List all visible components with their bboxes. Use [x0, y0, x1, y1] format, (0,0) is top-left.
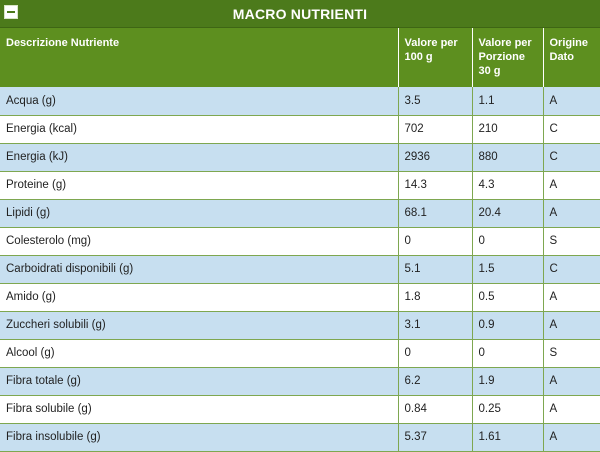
table-row: Energia (kcal) 702 210 C — [0, 115, 600, 144]
nutrient-name-cell: Colesterolo (mg) — [0, 227, 398, 256]
origin-cell: A — [542, 199, 600, 228]
table-row: Proteine (g) 14.3 4.3 A — [0, 171, 600, 200]
value-per-portion-cell: 1.5 — [471, 255, 543, 284]
value-per-100g-cell: 1.8 — [397, 283, 472, 312]
table-row: Fibra insolubile (g) 5.37 1.61 A — [0, 423, 600, 452]
value-per-portion-cell: 0 — [471, 339, 543, 368]
value-per-portion-cell: 880 — [471, 143, 543, 172]
nutrient-name-cell: Proteine (g) — [0, 171, 398, 200]
origin-cell: A — [542, 171, 600, 200]
table-row: Zuccheri solubili (g) 3.1 0.9 A — [0, 311, 600, 340]
value-per-100g-cell: 3.1 — [397, 311, 472, 340]
table-row: Amido (g) 1.8 0.5 A — [0, 283, 600, 312]
panel-header: MACRO NUTRIENTI — [0, 0, 600, 28]
origin-cell: C — [542, 115, 600, 144]
origin-cell: C — [542, 143, 600, 172]
header-origin-line1: Origine — [549, 37, 589, 49]
nutrient-name-cell: Acqua (g) — [0, 87, 398, 116]
header-per-portion-line3: 30 g — [478, 65, 501, 77]
header-origin: Origine Dato — [542, 28, 600, 87]
value-per-100g-cell: 6.2 — [397, 367, 472, 396]
collapse-toggle-icon[interactable] — [4, 5, 18, 19]
nutrient-name-cell: Energia (kJ) — [0, 143, 398, 172]
table-row: Fibra totale (g) 6.2 1.9 A — [0, 367, 600, 396]
value-per-portion-cell: 0.25 — [471, 395, 543, 424]
origin-cell: A — [542, 87, 600, 116]
header-per-100g: Valore per 100 g — [397, 28, 472, 87]
table-row: Carboidrati disponibili (g) 5.1 1.5 C — [0, 255, 600, 284]
value-per-100g-cell: 2936 — [397, 143, 472, 172]
header-per-100g-line2: 100 g — [404, 51, 433, 63]
panel-title: MACRO NUTRIENTI — [232, 6, 368, 22]
nutrient-name-cell: Energia (kcal) — [0, 115, 398, 144]
value-per-100g-cell: 5.37 — [397, 423, 472, 452]
origin-cell: S — [542, 339, 600, 368]
header-description-label: Descrizione Nutriente — [6, 37, 120, 49]
nutrient-name-cell: Lipidi (g) — [0, 199, 398, 228]
nutrient-name-cell: Fibra totale (g) — [0, 367, 398, 396]
value-per-portion-cell: 0 — [471, 227, 543, 256]
value-per-100g-cell: 14.3 — [397, 171, 472, 200]
value-per-portion-cell: 1.1 — [471, 87, 543, 116]
value-per-100g-cell: 0 — [397, 339, 472, 368]
table-row: Fibra solubile (g) 0.84 0.25 A — [0, 395, 600, 424]
origin-cell: C — [542, 255, 600, 284]
header-description: Descrizione Nutriente — [0, 28, 398, 87]
nutrient-name-cell: Zuccheri solubili (g) — [0, 311, 398, 340]
origin-cell: S — [542, 227, 600, 256]
header-per-portion-line2: Porzione — [478, 51, 525, 63]
header-per-portion: Valore per Porzione 30 g — [471, 28, 543, 87]
value-per-portion-cell: 4.3 — [471, 171, 543, 200]
origin-cell: A — [542, 283, 600, 312]
value-per-portion-cell: 210 — [471, 115, 543, 144]
value-per-portion-cell: 1.61 — [471, 423, 543, 452]
value-per-100g-cell: 68.1 — [397, 199, 472, 228]
nutrient-name-cell: Fibra insolubile (g) — [0, 423, 398, 452]
nutrient-name-cell: Carboidrati disponibili (g) — [0, 255, 398, 284]
table-row: Energia (kJ) 2936 880 C — [0, 143, 600, 172]
header-origin-line2: Dato — [549, 51, 574, 63]
header-per-100g-line1: Valore per — [404, 37, 458, 49]
origin-cell: A — [542, 311, 600, 340]
table-row: Lipidi (g) 68.1 20.4 A — [0, 199, 600, 228]
value-per-100g-cell: 5.1 — [397, 255, 472, 284]
origin-cell: A — [542, 423, 600, 452]
value-per-100g-cell: 0 — [397, 227, 472, 256]
origin-cell: A — [542, 395, 600, 424]
value-per-100g-cell: 702 — [397, 115, 472, 144]
table-row: Acqua (g) 3.5 1.1 A — [0, 87, 600, 116]
table-row: Colesterolo (mg) 0 0 S — [0, 227, 600, 256]
value-per-100g-cell: 0.84 — [397, 395, 472, 424]
table-row: Alcool (g) 0 0 S — [0, 339, 600, 368]
value-per-portion-cell: 0.5 — [471, 283, 543, 312]
value-per-100g-cell: 3.5 — [397, 87, 472, 116]
nutrient-name-cell: Fibra solubile (g) — [0, 395, 398, 424]
header-per-portion-line1: Valore per — [478, 37, 532, 49]
value-per-portion-cell: 20.4 — [471, 199, 543, 228]
nutrients-table: Descrizione Nutriente Valore per 100 g V… — [0, 28, 600, 452]
origin-cell: A — [542, 367, 600, 396]
nutrient-name-cell: Amido (g) — [0, 283, 398, 312]
value-per-portion-cell: 1.9 — [471, 367, 543, 396]
nutrient-name-cell: Alcool (g) — [0, 339, 398, 368]
value-per-portion-cell: 0.9 — [471, 311, 543, 340]
table-header-row: Descrizione Nutriente Valore per 100 g V… — [0, 28, 600, 87]
